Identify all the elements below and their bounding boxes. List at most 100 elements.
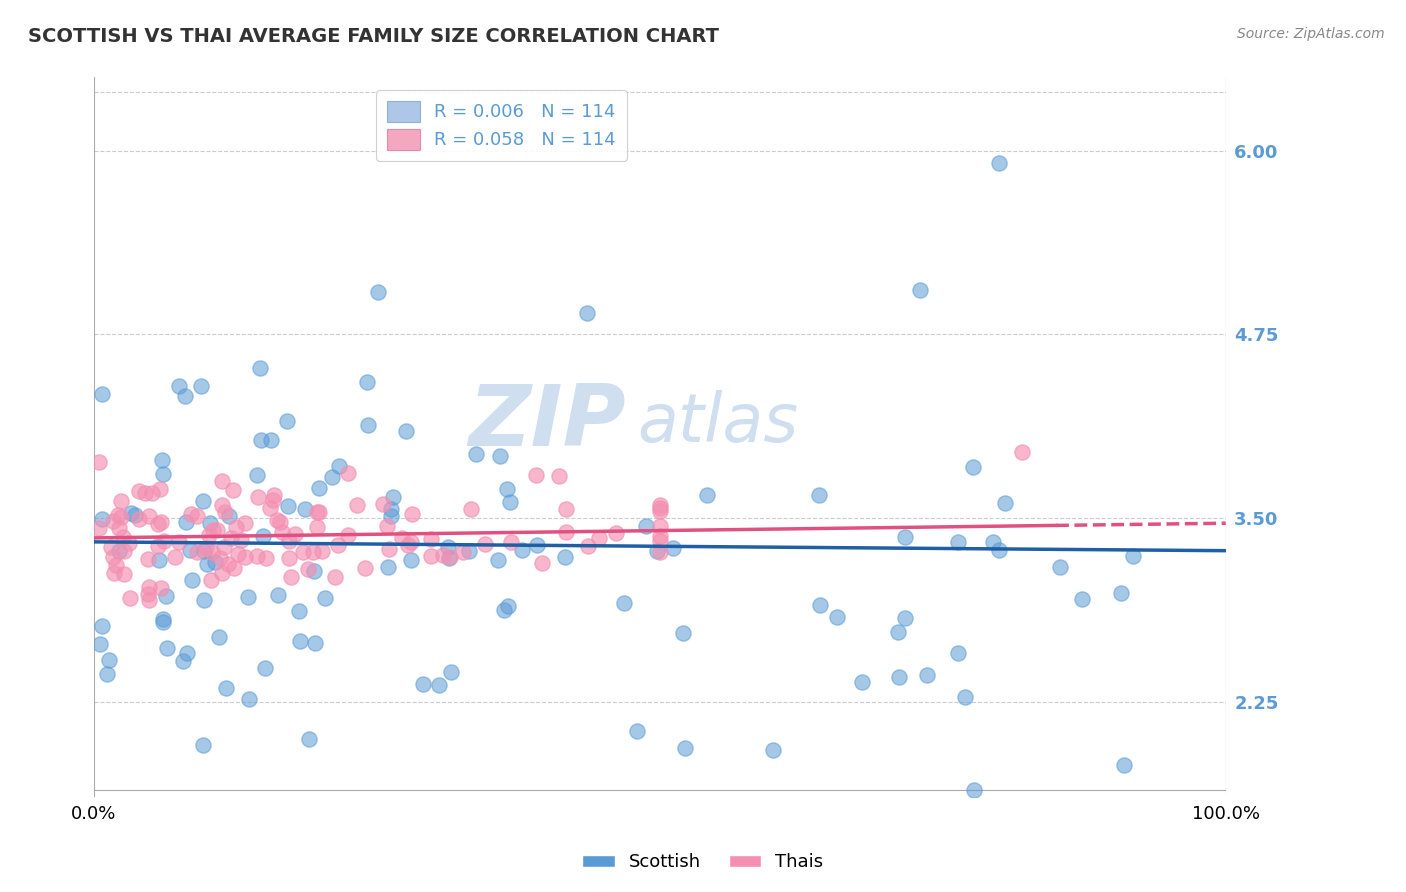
Point	[439, 550, 461, 565]
Point	[211, 474, 233, 488]
Point	[994, 496, 1017, 510]
Point	[112, 544, 135, 558]
Point	[238, 692, 260, 706]
Point	[277, 500, 299, 514]
Point	[496, 482, 519, 496]
Point	[269, 515, 291, 529]
Point	[108, 543, 131, 558]
Point	[356, 375, 378, 389]
Point	[762, 743, 785, 757]
Point	[894, 610, 917, 624]
Point	[337, 527, 360, 541]
Point	[391, 531, 413, 545]
Point	[440, 665, 463, 679]
Point	[357, 418, 380, 433]
Point	[501, 535, 523, 549]
Point	[648, 545, 671, 559]
Point	[179, 543, 201, 558]
Point	[401, 553, 423, 567]
Point	[323, 570, 346, 584]
Point	[217, 558, 239, 572]
Point	[225, 520, 247, 534]
Point	[457, 544, 479, 558]
Point	[136, 552, 159, 566]
Point	[252, 529, 274, 543]
Point	[474, 536, 496, 550]
Point	[101, 549, 124, 564]
Point	[337, 466, 360, 480]
Point	[488, 450, 510, 464]
Point	[233, 516, 256, 530]
Point	[193, 543, 215, 558]
Point	[208, 630, 231, 644]
Point	[222, 483, 245, 498]
Point	[588, 531, 610, 545]
Point	[112, 530, 135, 544]
Point	[167, 534, 190, 549]
Point	[377, 560, 399, 574]
Point	[195, 557, 218, 571]
Point	[1049, 560, 1071, 574]
Point	[96, 667, 118, 681]
Point	[894, 531, 917, 545]
Point	[373, 497, 395, 511]
Point	[851, 674, 873, 689]
Point	[270, 525, 292, 540]
Point	[91, 387, 114, 401]
Point	[887, 670, 910, 684]
Point	[195, 541, 218, 555]
Point	[103, 566, 125, 581]
Point	[648, 534, 671, 549]
Point	[236, 590, 259, 604]
Point	[128, 512, 150, 526]
Point	[696, 488, 718, 502]
Point	[648, 529, 671, 543]
Point	[149, 483, 172, 497]
Point	[648, 504, 671, 518]
Point	[346, 498, 368, 512]
Point	[399, 535, 422, 549]
Point	[172, 654, 194, 668]
Point	[186, 508, 208, 523]
Legend: Scottish, Thais: Scottish, Thais	[575, 847, 831, 879]
Point	[427, 678, 450, 692]
Point	[246, 468, 269, 483]
Point	[962, 460, 984, 475]
Point	[988, 155, 1011, 169]
Point	[1112, 757, 1135, 772]
Point	[524, 467, 547, 482]
Point	[89, 637, 111, 651]
Point	[112, 566, 135, 581]
Point	[437, 541, 460, 555]
Point	[277, 550, 299, 565]
Point	[605, 525, 627, 540]
Point	[87, 521, 110, 535]
Point	[193, 593, 215, 607]
Point	[396, 538, 419, 552]
Point	[138, 509, 160, 524]
Point	[554, 550, 576, 565]
Point	[290, 633, 312, 648]
Point	[249, 433, 271, 447]
Point	[378, 541, 401, 556]
Point	[673, 741, 696, 756]
Point	[671, 625, 693, 640]
Point	[307, 505, 329, 519]
Point	[453, 545, 475, 559]
Point	[887, 624, 910, 639]
Text: atlas: atlas	[637, 390, 799, 456]
Point	[246, 549, 269, 563]
Point	[108, 521, 131, 535]
Point	[510, 543, 533, 558]
Point	[267, 588, 290, 602]
Point	[308, 482, 330, 496]
Point	[380, 508, 402, 523]
Point	[648, 501, 671, 516]
Text: SCOTTISH VS THAI AVERAGE FAMILY SIZE CORRELATION CHART: SCOTTISH VS THAI AVERAGE FAMILY SIZE COR…	[28, 27, 718, 45]
Point	[173, 389, 195, 403]
Point	[214, 681, 236, 695]
Point	[304, 564, 326, 578]
Point	[547, 469, 569, 483]
Point	[256, 550, 278, 565]
Point	[297, 562, 319, 576]
